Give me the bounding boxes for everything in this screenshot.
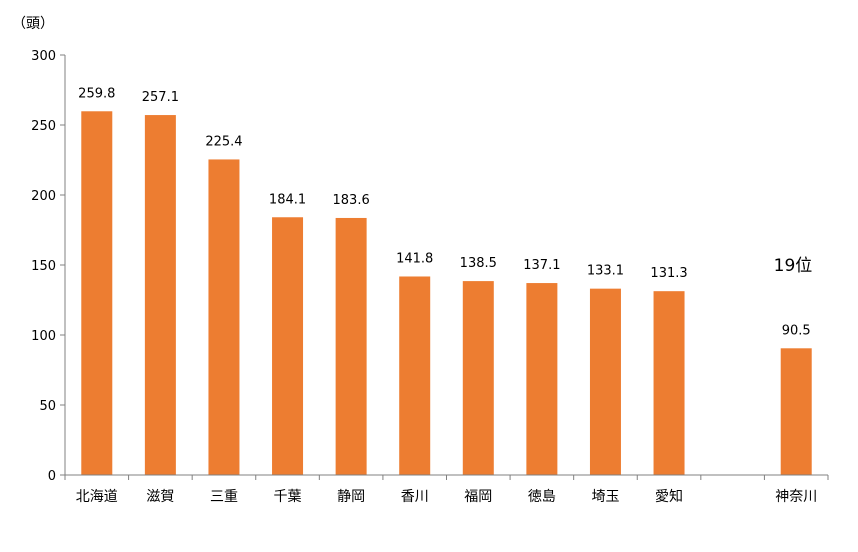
y-tick-label: 50 bbox=[39, 399, 56, 414]
bar bbox=[144, 115, 176, 475]
bar bbox=[208, 159, 240, 475]
y-axis-unit-label: （頭） bbox=[12, 16, 54, 32]
category-label: 滋賀 bbox=[146, 489, 174, 505]
y-tick-label: 100 bbox=[31, 329, 56, 344]
data-labels: 259.8 257.1 225.4 184.1 183.6 141.8 138.5 137.1… bbox=[78, 86, 811, 338]
category-label: 千葉 bbox=[274, 489, 302, 505]
category-label: 香川 bbox=[401, 489, 429, 505]
category-labels: 北海道 滋賀 三重 千葉 静岡 香川 福岡 徳島 埼玉 愛知 神奈川 bbox=[76, 488, 817, 505]
y-tick-label: 300 bbox=[31, 49, 56, 64]
category-label: 福岡 bbox=[464, 489, 492, 505]
y-axis-ticks: 0 50 100 150 200 250 300 bbox=[31, 49, 829, 484]
bar bbox=[81, 111, 113, 475]
bars bbox=[81, 111, 812, 475]
data-label: 225.4 bbox=[205, 134, 242, 149]
data-label: 259.8 bbox=[78, 86, 115, 101]
y-tick-label: 250 bbox=[31, 119, 56, 134]
data-label: 131.3 bbox=[650, 266, 687, 281]
bar bbox=[462, 281, 494, 475]
data-label: 183.6 bbox=[333, 193, 370, 208]
data-label: 184.1 bbox=[269, 192, 306, 207]
data-label: 137.1 bbox=[523, 258, 560, 273]
category-label: 三重 bbox=[210, 489, 238, 505]
bar bbox=[589, 288, 621, 475]
category-label: 静岡 bbox=[337, 489, 365, 505]
category-label: 徳島 bbox=[528, 489, 556, 505]
bar bbox=[653, 291, 685, 475]
y-tick-label: 0 bbox=[48, 469, 56, 484]
data-label: 133.1 bbox=[587, 264, 624, 279]
y-tick-label: 200 bbox=[31, 189, 56, 204]
category-label: 埼玉 bbox=[591, 489, 619, 505]
data-label: 138.5 bbox=[460, 256, 497, 271]
bar bbox=[272, 217, 304, 475]
bar bbox=[399, 276, 431, 475]
data-label: 141.8 bbox=[396, 251, 433, 266]
category-label: 愛知 bbox=[655, 488, 683, 505]
data-label: 257.1 bbox=[142, 90, 179, 105]
category-label: 神奈川 bbox=[775, 489, 817, 505]
bar bbox=[335, 217, 367, 475]
bar bbox=[780, 348, 812, 475]
bar bbox=[526, 283, 558, 475]
rank-annotation: 19位 bbox=[774, 256, 813, 276]
category-label: 北海道 bbox=[76, 489, 118, 505]
data-label: 90.5 bbox=[782, 323, 811, 338]
y-tick-label: 150 bbox=[31, 259, 56, 274]
